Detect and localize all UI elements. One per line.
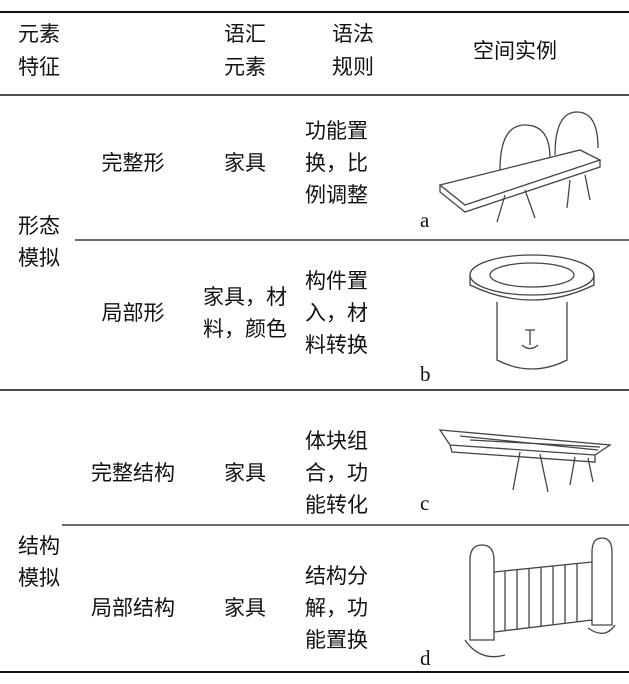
header-cell: 元素 — [18, 22, 60, 46]
drawings — [438, 111, 616, 658]
header-cell: 语法 — [332, 22, 374, 46]
header: 元素 特征 语汇 元素 语法 规则 空间实例 — [18, 22, 557, 79]
elements-cell: 料，颜色 — [203, 317, 287, 341]
example-tag: d — [420, 646, 431, 670]
rules — [0, 11, 629, 673]
bench-drawing — [438, 111, 602, 223]
group-label: 模拟 — [18, 246, 60, 270]
header-cell: 空间实例 — [473, 39, 557, 63]
group-label: 模拟 — [18, 566, 60, 590]
form-cell: 局部结构 — [91, 596, 175, 620]
rules-cell: 体块组 — [305, 429, 368, 453]
form-cell: 局部形 — [102, 301, 165, 325]
elements-cell: 家具，材 — [203, 285, 287, 309]
example-tag: c — [420, 491, 429, 515]
elements-cell: 家具 — [224, 461, 266, 485]
example-tag: a — [420, 208, 430, 232]
header-cell: 元素 — [224, 55, 266, 79]
rules-cell: 料转换 — [305, 333, 368, 357]
rules-cell: 功能置 — [305, 119, 368, 143]
table-drawing — [469, 254, 595, 370]
form-cell: 完整形 — [102, 151, 165, 175]
example-tag: b — [420, 362, 431, 386]
rules-cell: 结构分 — [305, 564, 368, 588]
rules-cell: 能置换 — [305, 628, 368, 652]
header-cell: 语汇 — [224, 22, 266, 46]
rules-cell: 能转化 — [305, 493, 368, 517]
rules-cell: 换，比 — [305, 151, 368, 175]
header-cell: 规则 — [332, 55, 374, 79]
group-label: 结构 — [18, 534, 60, 558]
long-bench-drawing — [438, 429, 612, 493]
header-cell: 特征 — [18, 55, 60, 79]
rules-cell: 合，功 — [305, 461, 368, 485]
rules-cell: 构件置 — [305, 269, 368, 293]
crib-drawing — [464, 537, 616, 658]
form-cell: 完整结构 — [91, 461, 175, 485]
rules-cell: 解，功 — [305, 596, 368, 620]
elements-cell: 家具 — [224, 151, 266, 175]
rules-cell: 例调整 — [305, 183, 368, 207]
group-label: 形态 — [18, 214, 60, 238]
elements-cell: 家具 — [224, 596, 266, 620]
rules-cell: 入，材 — [305, 301, 368, 325]
